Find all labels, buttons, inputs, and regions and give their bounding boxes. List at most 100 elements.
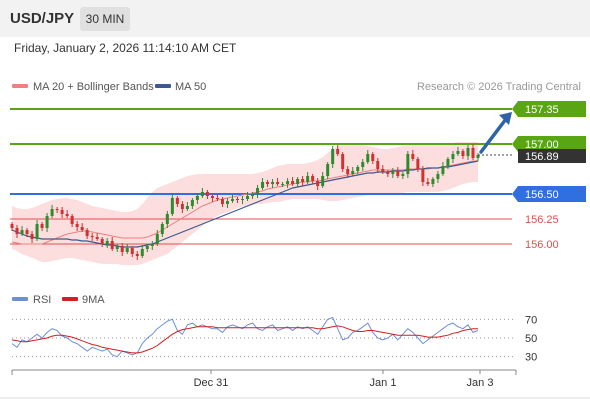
rsi-tick-30: 30 <box>525 352 537 364</box>
candle-body <box>326 164 330 176</box>
rsi-layer: 30 50 70 <box>11 314 537 364</box>
candle-body <box>266 182 270 184</box>
candle-body <box>366 154 370 162</box>
candle-body <box>386 172 390 174</box>
candle-body <box>220 199 224 204</box>
candle-body <box>205 192 209 196</box>
candle-body <box>180 204 184 209</box>
candle-body <box>140 249 144 256</box>
candle-body <box>235 199 239 200</box>
candle-body <box>125 248 129 252</box>
candle-body <box>411 154 415 159</box>
candle-body <box>200 192 204 196</box>
candle-body <box>251 194 255 196</box>
candle-body <box>311 176 315 181</box>
candle-body <box>130 248 134 254</box>
candle-body <box>276 182 280 184</box>
level-tag-157.00: 157.00 <box>512 136 586 152</box>
candle-body <box>286 181 290 184</box>
candle-body <box>446 159 450 166</box>
candle-body <box>230 199 234 201</box>
price-layer: 157.35 157.00 156.50 156.25 156.00 156.89 <box>10 101 586 265</box>
candle-body <box>256 188 260 194</box>
candle-body <box>185 206 189 209</box>
candle-body <box>120 246 124 252</box>
candle-body <box>65 214 69 216</box>
candle-body <box>361 162 365 167</box>
candle-body <box>195 196 199 200</box>
last-price-tag-text: 156.89 <box>525 151 559 163</box>
currency-pair-title: USD/JPY <box>10 10 75 27</box>
header-bar: USD/JPY 30 MIN <box>0 0 590 37</box>
candle-body <box>215 198 219 199</box>
candle-body <box>271 182 275 184</box>
candle-body <box>15 228 19 234</box>
level-label-156.25: 156.25 <box>525 214 559 226</box>
candle-body <box>316 181 320 186</box>
level-tag-156.50-bg <box>512 186 586 202</box>
candle-body <box>240 199 244 200</box>
candle-body <box>471 148 475 158</box>
candle-body <box>436 174 440 179</box>
candle-body <box>261 182 265 188</box>
candle-body <box>135 254 139 256</box>
candle-body <box>85 230 89 236</box>
candle-body <box>20 230 24 234</box>
target-arrow-shaft <box>479 117 508 154</box>
rsi-tick-70: 70 <box>525 314 537 326</box>
candle-body <box>466 148 470 156</box>
candle-body <box>371 154 375 161</box>
candle-body <box>346 169 350 174</box>
candle-body <box>456 151 460 154</box>
candle-body <box>30 234 34 239</box>
candle-body <box>441 166 445 174</box>
candle-body <box>75 224 79 227</box>
x-tick-label: Jan 3 <box>467 377 494 389</box>
level-label-156.00: 156.00 <box>525 239 559 251</box>
level-tag-157.35-bg <box>512 101 586 117</box>
candle-body <box>25 230 29 234</box>
candle-body <box>291 181 295 184</box>
candle-body <box>246 196 250 199</box>
candle-body <box>336 149 340 154</box>
candle-body <box>461 151 465 156</box>
rsi-legend-label: RSI <box>33 294 51 306</box>
rsi-series-RSI <box>11 316 479 358</box>
candle-body <box>376 161 380 169</box>
candle-body <box>281 184 285 185</box>
rsi-tick-50: 50 <box>525 333 537 345</box>
candle-body <box>451 154 455 159</box>
target-arrow-head <box>499 112 512 125</box>
chart-datetime: Friday, January 2, 2026 11:14:10 AM CET <box>14 41 237 55</box>
candle-body <box>155 234 159 244</box>
level-tag-157.35: 157.35 <box>512 101 586 117</box>
ma50-legend-label: MA 50 <box>175 81 206 93</box>
candle-body <box>80 227 84 230</box>
candle-body <box>50 209 54 216</box>
candle-body <box>90 236 94 237</box>
candle-body <box>115 246 119 249</box>
ma9-legend-swatch <box>62 297 78 301</box>
ma50-line <box>11 160 479 248</box>
candle-body <box>391 171 395 174</box>
candle-body <box>416 159 420 169</box>
candle-body <box>321 176 325 186</box>
candle-body <box>331 149 335 164</box>
candle-body <box>45 216 49 228</box>
candle-body <box>426 182 430 184</box>
timeframe-button[interactable]: 30 MIN <box>80 7 130 31</box>
bollinger-legend-swatch <box>12 84 28 88</box>
candle-body <box>100 239 104 244</box>
candle-body <box>150 244 154 246</box>
candle-body <box>306 176 310 182</box>
ma9-legend-label: 9MA <box>82 294 105 306</box>
level-tag-157.35-text: 157.35 <box>525 104 559 116</box>
candle-body <box>170 198 174 214</box>
candle-body <box>225 201 229 204</box>
candle-body <box>341 154 345 169</box>
candle-body <box>60 210 64 214</box>
rsi-series-9MA <box>11 325 478 354</box>
ma20-line <box>11 160 478 245</box>
candle-body <box>210 196 214 198</box>
